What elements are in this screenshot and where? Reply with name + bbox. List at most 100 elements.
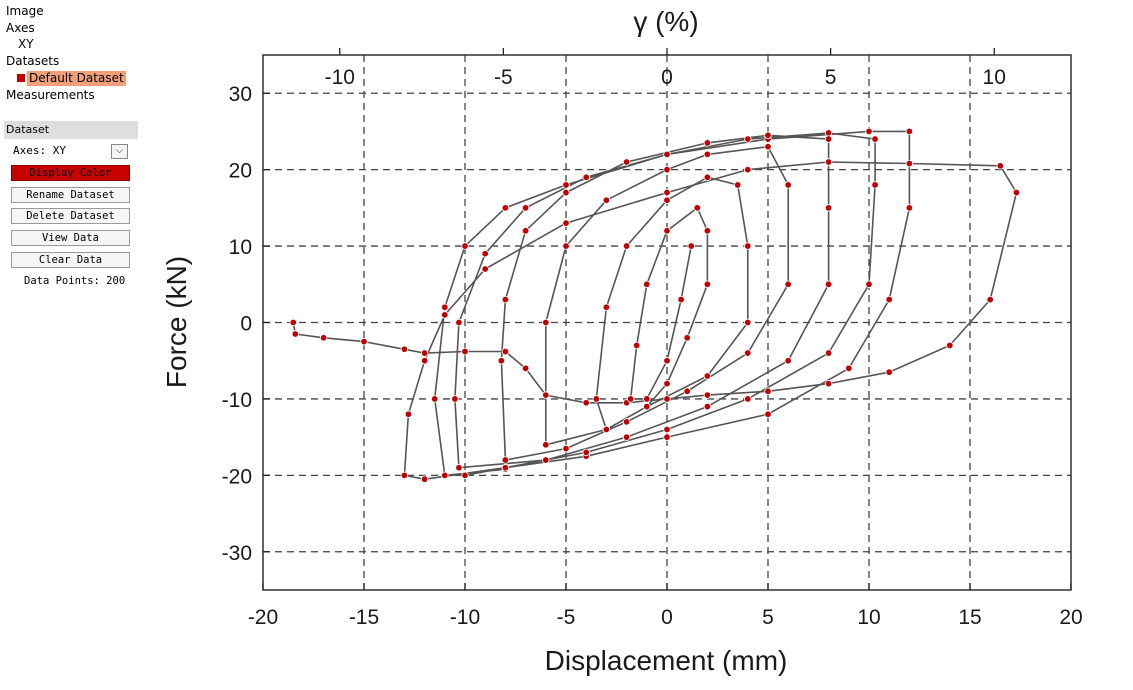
data-point[interactable]	[693, 204, 701, 212]
data-point[interactable]	[703, 227, 712, 235]
data-point[interactable]	[703, 280, 712, 288]
data-point[interactable]	[824, 280, 833, 288]
data-point[interactable]	[481, 250, 489, 258]
data-point[interactable]	[865, 127, 873, 136]
data-point[interactable]	[683, 334, 691, 342]
data-point[interactable]	[521, 204, 530, 212]
data-point[interactable]	[905, 159, 914, 168]
data-point[interactable]	[291, 330, 300, 338]
tree-item-axes-xy[interactable]: XY	[18, 37, 34, 51]
data-point[interactable]	[501, 295, 510, 304]
data-point[interactable]	[622, 418, 631, 426]
data-point[interactable]	[501, 456, 510, 464]
data-point[interactable]	[461, 242, 469, 250]
data-point[interactable]	[865, 280, 873, 288]
view-data-button[interactable]: View Data	[11, 230, 130, 246]
data-point[interactable]	[602, 425, 611, 434]
data-point[interactable]	[683, 387, 691, 395]
data-point[interactable]	[501, 347, 510, 356]
data-point[interactable]	[289, 318, 297, 327]
tree-item-axes[interactable]: Axes	[6, 21, 35, 35]
rename-dataset-button[interactable]: Rename Dataset	[11, 187, 130, 203]
axes-select-value[interactable]: XY	[52, 144, 66, 157]
data-point[interactable]	[441, 311, 449, 319]
data-point[interactable]	[455, 318, 463, 327]
data-point[interactable]	[871, 181, 879, 189]
data-point[interactable]	[824, 129, 833, 137]
data-point[interactable]	[663, 196, 671, 204]
data-point[interactable]	[461, 347, 469, 356]
clear-data-button[interactable]: Clear Data	[11, 252, 130, 268]
data-point[interactable]	[562, 444, 570, 453]
data-point[interactable]	[824, 204, 833, 212]
data-point[interactable]	[562, 188, 570, 197]
data-point[interactable]	[521, 364, 530, 373]
data-point[interactable]	[582, 399, 590, 407]
data-point[interactable]	[764, 387, 772, 395]
data-point[interactable]	[643, 402, 651, 411]
data-point[interactable]	[501, 204, 510, 212]
data-point[interactable]	[441, 471, 449, 480]
data-point[interactable]	[764, 131, 772, 139]
data-point[interactable]	[1012, 188, 1021, 197]
data-point[interactable]	[497, 357, 506, 365]
data-point[interactable]	[885, 295, 893, 304]
data-point[interactable]	[764, 410, 772, 418]
data-point[interactable]	[663, 379, 671, 388]
data-point[interactable]	[633, 341, 641, 350]
data-point[interactable]	[319, 334, 328, 342]
data-point[interactable]	[744, 135, 752, 143]
data-point[interactable]	[784, 280, 792, 288]
data-point[interactable]	[996, 162, 1004, 170]
tree-item-default-dataset[interactable]: Default Dataset	[27, 71, 126, 86]
data-point[interactable]	[451, 395, 459, 403]
data-point[interactable]	[481, 265, 489, 273]
data-point[interactable]	[905, 127, 914, 136]
chevron-down-icon[interactable]: ⌵	[111, 144, 128, 159]
data-point[interactable]	[784, 181, 792, 189]
data-point[interactable]	[744, 242, 752, 250]
data-point[interactable]	[461, 471, 469, 480]
data-point[interactable]	[703, 139, 712, 147]
data-point[interactable]	[687, 242, 695, 250]
data-point[interactable]	[602, 303, 611, 311]
data-point[interactable]	[420, 357, 429, 365]
tree-item-image[interactable]: Image	[6, 4, 44, 18]
data-point[interactable]	[542, 441, 550, 449]
data-point[interactable]	[744, 318, 752, 327]
data-point[interactable]	[521, 227, 530, 235]
data-point[interactable]	[663, 425, 671, 434]
digitized-points[interactable]	[289, 127, 1021, 483]
data-point[interactable]	[845, 364, 853, 373]
data-point[interactable]	[703, 150, 712, 159]
data-point[interactable]	[784, 357, 792, 365]
display-color-button[interactable]: Display Color	[11, 165, 130, 181]
data-point[interactable]	[643, 395, 651, 403]
data-point[interactable]	[562, 181, 570, 189]
data-point[interactable]	[744, 395, 752, 403]
data-point[interactable]	[946, 341, 954, 350]
data-point[interactable]	[663, 150, 671, 159]
data-point[interactable]	[663, 433, 671, 441]
data-point[interactable]	[542, 391, 550, 399]
data-point[interactable]	[455, 464, 463, 472]
data-point[interactable]	[420, 475, 429, 483]
data-point[interactable]	[663, 357, 671, 365]
data-point[interactable]	[824, 349, 833, 357]
data-point[interactable]	[582, 173, 590, 181]
data-point[interactable]	[824, 158, 833, 166]
data-point[interactable]	[703, 391, 712, 399]
data-point[interactable]	[663, 188, 671, 197]
delete-dataset-button[interactable]: Delete Dataset	[11, 208, 130, 224]
data-point[interactable]	[744, 349, 752, 357]
data-point[interactable]	[501, 464, 510, 472]
data-point[interactable]	[663, 165, 671, 174]
data-point[interactable]	[677, 295, 685, 304]
data-point[interactable]	[441, 303, 449, 311]
data-point[interactable]	[400, 345, 409, 353]
data-point[interactable]	[703, 372, 712, 380]
data-point[interactable]	[905, 204, 914, 212]
data-point[interactable]	[885, 368, 893, 376]
data-point[interactable]	[404, 410, 413, 418]
